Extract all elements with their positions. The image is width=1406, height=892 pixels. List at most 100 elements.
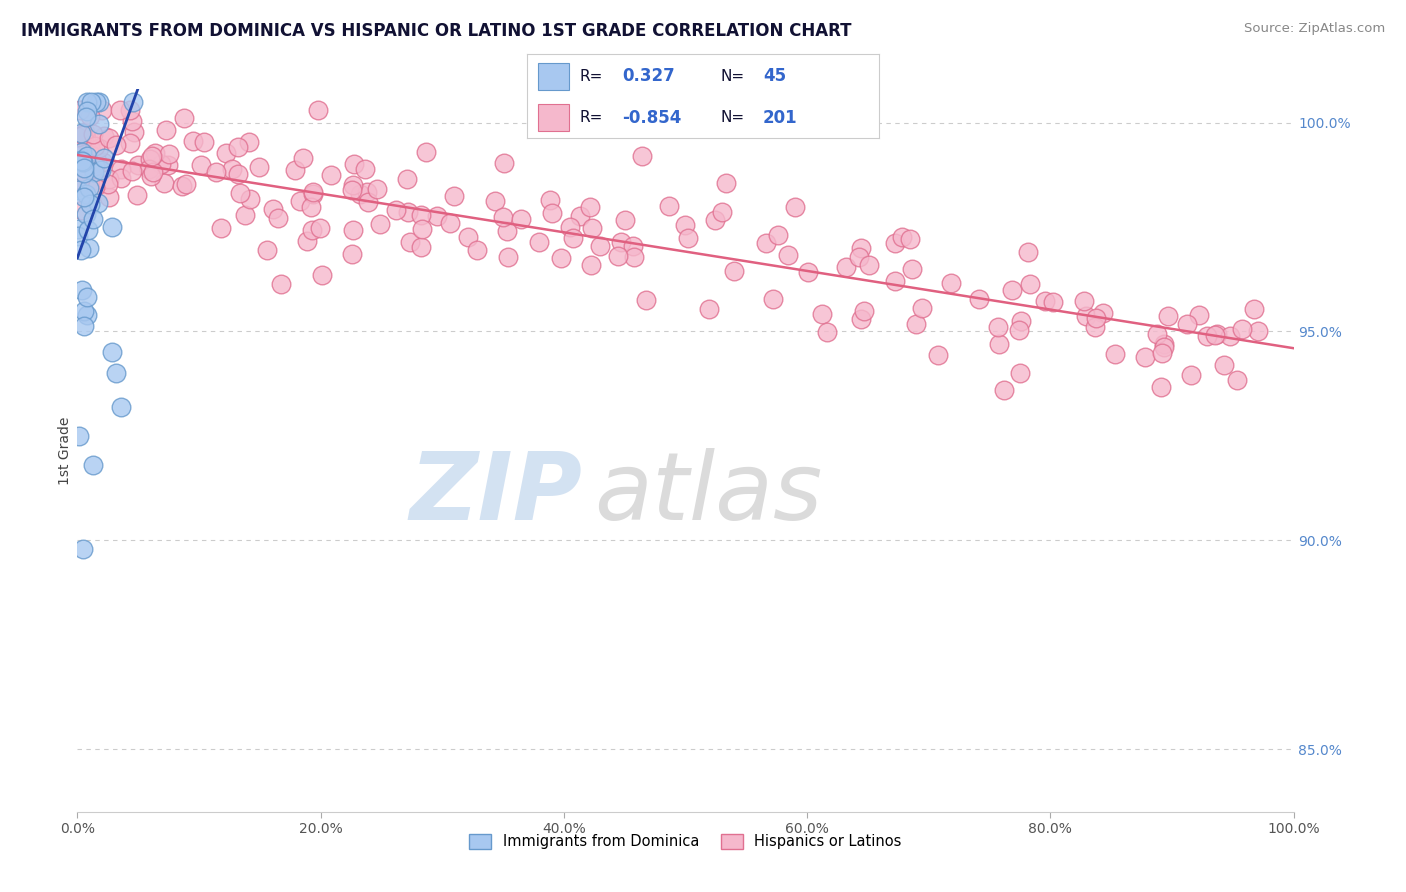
Point	[226, 167, 249, 181]
Point	[340, 246, 363, 260]
Point	[356, 185, 378, 199]
Point	[83, 180, 105, 194]
Point	[1010, 314, 1032, 328]
Point	[173, 112, 195, 126]
Point	[354, 161, 377, 176]
Point	[301, 223, 323, 237]
Point	[589, 239, 612, 253]
Point	[157, 158, 180, 172]
Point	[1104, 347, 1126, 361]
Point	[69, 126, 91, 140]
Point	[465, 243, 488, 257]
Point	[911, 301, 934, 315]
Point	[396, 205, 419, 219]
Point	[988, 337, 1011, 351]
Point	[1195, 329, 1218, 343]
Point	[247, 160, 270, 174]
Point	[76, 290, 98, 304]
Text: N=: N=	[721, 111, 745, 126]
Point	[90, 162, 112, 177]
Point	[1213, 358, 1236, 372]
Point	[835, 260, 858, 275]
Point	[509, 212, 531, 227]
Point	[898, 231, 921, 245]
Point	[492, 210, 515, 224]
Text: ZIP: ZIP	[409, 448, 582, 540]
Point	[399, 235, 422, 249]
Point	[86, 154, 108, 169]
Point	[66, 228, 89, 243]
Point	[87, 141, 110, 155]
Point	[67, 179, 90, 194]
Point	[613, 213, 636, 227]
Point	[118, 103, 141, 117]
Point	[783, 200, 806, 214]
Text: N=: N=	[721, 69, 745, 84]
Point	[209, 221, 232, 235]
Point	[778, 248, 800, 262]
Point	[927, 348, 949, 362]
Point	[67, 183, 90, 197]
Point	[1092, 306, 1115, 320]
Point	[122, 95, 145, 109]
Point	[993, 383, 1015, 397]
Point	[1000, 283, 1022, 297]
Point	[73, 124, 96, 138]
Point	[1017, 244, 1039, 259]
Point	[70, 154, 93, 169]
Point	[82, 128, 104, 142]
Point	[72, 154, 94, 169]
Point	[621, 239, 644, 253]
Point	[1084, 311, 1107, 326]
Text: -0.854: -0.854	[621, 109, 682, 127]
Point	[1206, 327, 1229, 342]
Point	[267, 211, 290, 225]
Point	[851, 242, 873, 256]
Point	[141, 149, 163, 163]
Point	[678, 231, 700, 245]
Point	[883, 274, 905, 288]
Point	[121, 114, 143, 128]
Point	[560, 219, 582, 234]
Point	[1247, 324, 1270, 338]
Point	[457, 230, 479, 244]
Point	[1157, 309, 1180, 323]
Point	[153, 176, 176, 190]
Point	[174, 178, 197, 192]
Point	[110, 170, 132, 185]
Point	[723, 264, 745, 278]
Point	[1226, 373, 1249, 387]
Point	[1153, 336, 1175, 351]
Point	[73, 303, 96, 318]
Point	[77, 241, 100, 255]
FancyBboxPatch shape	[537, 104, 569, 131]
Point	[385, 203, 408, 218]
Point	[581, 221, 603, 235]
Point	[193, 136, 215, 150]
Point	[484, 194, 506, 208]
Point	[125, 188, 148, 202]
Point	[75, 207, 97, 221]
Point	[307, 103, 329, 117]
Point	[84, 159, 107, 173]
Point	[1149, 380, 1171, 394]
Point	[426, 209, 449, 223]
Point	[122, 124, 145, 138]
Point	[86, 195, 108, 210]
Point	[311, 268, 333, 282]
Point	[1076, 309, 1098, 323]
Point	[73, 318, 96, 333]
Point	[72, 128, 94, 143]
Point	[366, 182, 388, 196]
Point	[939, 277, 962, 291]
Point	[80, 148, 103, 162]
Point	[905, 317, 928, 331]
Point	[67, 155, 90, 169]
Point	[256, 244, 278, 258]
Text: R=: R=	[581, 69, 603, 84]
Point	[105, 138, 128, 153]
Point	[121, 164, 143, 178]
Point	[84, 95, 107, 109]
Point	[439, 216, 461, 230]
Point	[93, 151, 115, 165]
